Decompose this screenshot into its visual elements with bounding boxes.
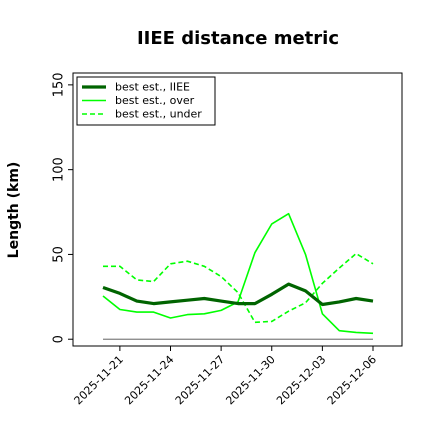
- x-tick-label: 2025-12-06: [325, 353, 379, 407]
- chart-title: IIEE distance metric: [137, 28, 339, 49]
- y-tick-label: 100: [52, 157, 67, 182]
- x-axis: 2025-11-212025-11-242025-11-272025-11-30…: [72, 346, 379, 407]
- plot-frame: [72, 72, 403, 347]
- y-axis-label: Length (km): [6, 162, 22, 259]
- x-tick-label: 2025-11-27: [173, 353, 227, 407]
- series-line-2: [103, 252, 374, 324]
- y-axis: 0 50 100 150: [52, 72, 73, 343]
- series-line-0: [102, 282, 374, 307]
- x-tick-label: 2025-11-21: [72, 353, 126, 407]
- x-tick-label: 2025-12-03: [274, 353, 328, 407]
- x-tick-label: 2025-11-30: [223, 353, 277, 407]
- y-tick-label: 150: [52, 72, 67, 97]
- legend-label-1: best est., over: [115, 94, 195, 107]
- y-tick-label: 50: [52, 246, 67, 263]
- y-tick-label: 0: [52, 335, 67, 343]
- x-tick-label: 2025-11-24: [122, 353, 176, 407]
- series-layer: [102, 212, 374, 340]
- legend-label-2: best est., under: [115, 108, 202, 121]
- legend-label-0: best est., IIEE: [115, 81, 190, 94]
- series-line-1: [102, 212, 374, 335]
